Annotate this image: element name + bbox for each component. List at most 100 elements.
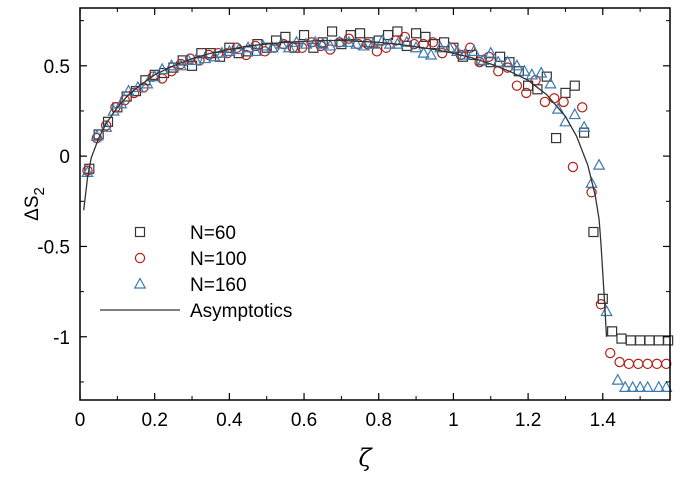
data-point xyxy=(511,80,523,91)
data-point xyxy=(366,37,380,49)
data-point xyxy=(427,37,439,48)
data-point xyxy=(131,80,145,93)
data-point xyxy=(376,33,389,46)
data-point xyxy=(424,48,438,60)
data-point xyxy=(544,77,557,89)
legend-marker xyxy=(134,226,146,238)
data-point xyxy=(560,87,571,99)
data-point xyxy=(525,68,539,80)
legend-item: N=160 xyxy=(133,275,247,296)
data-point xyxy=(644,335,655,346)
legend-marker xyxy=(134,252,146,264)
x-tick-label: 0 xyxy=(75,410,86,431)
data-point xyxy=(502,62,513,73)
x-tick-label: 0.6 xyxy=(291,410,317,431)
data-point xyxy=(633,380,647,392)
axes: 0 0.2 0.4 0.6 0.8 1 1.2 1.4 0.5 0 -0.5 -1 ζ ΔS2 xyxy=(22,7,671,472)
data-point xyxy=(605,347,616,359)
data-point xyxy=(323,39,337,51)
data-point xyxy=(189,53,202,65)
data-point xyxy=(592,158,606,170)
data-point xyxy=(280,31,291,43)
data-point xyxy=(501,55,514,67)
data-point xyxy=(434,40,447,53)
series-asymptotics xyxy=(83,39,608,337)
data-point xyxy=(316,37,329,49)
data-point xyxy=(585,176,598,188)
series-n-60 xyxy=(84,26,674,346)
y-axis-label-subscript: 2 xyxy=(31,187,48,195)
data-point xyxy=(521,87,532,99)
data-point xyxy=(224,42,235,53)
data-point xyxy=(467,44,481,56)
x-axis-label: ζ xyxy=(358,444,373,472)
data-point xyxy=(141,77,154,89)
data-point xyxy=(198,51,212,64)
data-point xyxy=(534,66,548,78)
y-axis-label: ΔS2 xyxy=(22,187,48,221)
data-point xyxy=(266,40,279,53)
data-point xyxy=(148,69,161,82)
data-point xyxy=(539,96,551,108)
data-point xyxy=(549,93,560,104)
data-point xyxy=(652,380,666,392)
legend-item: Asymptotics xyxy=(100,301,292,322)
data-point xyxy=(333,35,346,47)
x-tick-label: 1.2 xyxy=(515,410,541,431)
data-point xyxy=(600,304,613,317)
data-point xyxy=(174,59,188,71)
data-point xyxy=(354,28,366,39)
data-point xyxy=(155,62,169,75)
data-point xyxy=(299,37,313,49)
data-point xyxy=(443,40,456,53)
data-point xyxy=(607,326,618,337)
data-point xyxy=(343,33,355,44)
series-n-160 xyxy=(81,33,673,392)
x-tick-label: 0.4 xyxy=(216,410,243,431)
data-point xyxy=(371,46,383,57)
y-tick-label: -0.5 xyxy=(37,237,70,258)
legend-label: N=60 xyxy=(190,223,236,244)
data-point xyxy=(653,335,664,346)
plot-frame xyxy=(79,7,671,401)
data-point xyxy=(577,102,588,113)
data-point xyxy=(437,47,448,59)
data-point xyxy=(579,127,590,138)
data-point xyxy=(417,46,430,58)
data-point xyxy=(614,356,625,368)
data-point xyxy=(510,59,524,71)
data-point xyxy=(306,37,317,48)
data-point xyxy=(635,335,646,346)
data-point xyxy=(410,28,422,39)
data-point xyxy=(99,120,113,132)
data-point xyxy=(357,39,371,51)
data-point xyxy=(215,46,229,58)
data-point xyxy=(484,46,497,58)
data-point xyxy=(400,35,413,47)
data-point xyxy=(362,38,373,50)
x-tick-label: 1 xyxy=(448,410,459,431)
data-point xyxy=(438,37,450,48)
data-point xyxy=(661,358,672,370)
data-point xyxy=(663,335,674,346)
data-point xyxy=(558,96,569,108)
data-point xyxy=(569,80,580,91)
data-point xyxy=(611,373,624,385)
data-point xyxy=(551,102,565,114)
data-point xyxy=(633,358,644,370)
legend-label: N=160 xyxy=(190,275,247,296)
data-point xyxy=(249,44,262,56)
data-point xyxy=(651,358,663,370)
data-series-layer xyxy=(81,26,674,392)
data-point xyxy=(567,161,579,173)
data-point xyxy=(551,132,562,144)
data-point xyxy=(618,380,632,392)
data-point xyxy=(399,31,411,43)
data-point xyxy=(450,44,464,56)
legend-marker xyxy=(133,277,147,289)
data-point xyxy=(420,31,431,43)
data-point xyxy=(660,380,673,392)
data-point xyxy=(641,380,654,392)
x-tick-label: 0.8 xyxy=(366,410,392,431)
